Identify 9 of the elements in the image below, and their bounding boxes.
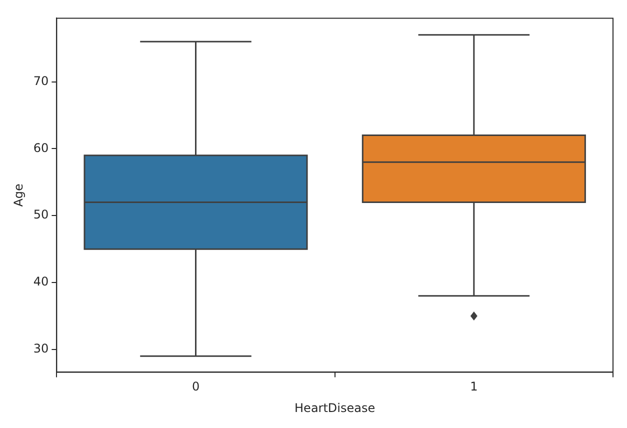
y-axis-title: Age xyxy=(11,184,26,207)
y-tick-label: 60 xyxy=(33,140,49,155)
x-axis-title: HeartDisease xyxy=(294,400,376,415)
x-tick-label: 1 xyxy=(470,380,478,394)
y-tick-label: 50 xyxy=(33,208,49,222)
y-tick-label: 70 xyxy=(33,74,49,88)
y-tick-label: 40 xyxy=(33,274,49,289)
y-tick-label: 30 xyxy=(33,342,49,356)
x-tick-label: 0 xyxy=(192,380,200,394)
